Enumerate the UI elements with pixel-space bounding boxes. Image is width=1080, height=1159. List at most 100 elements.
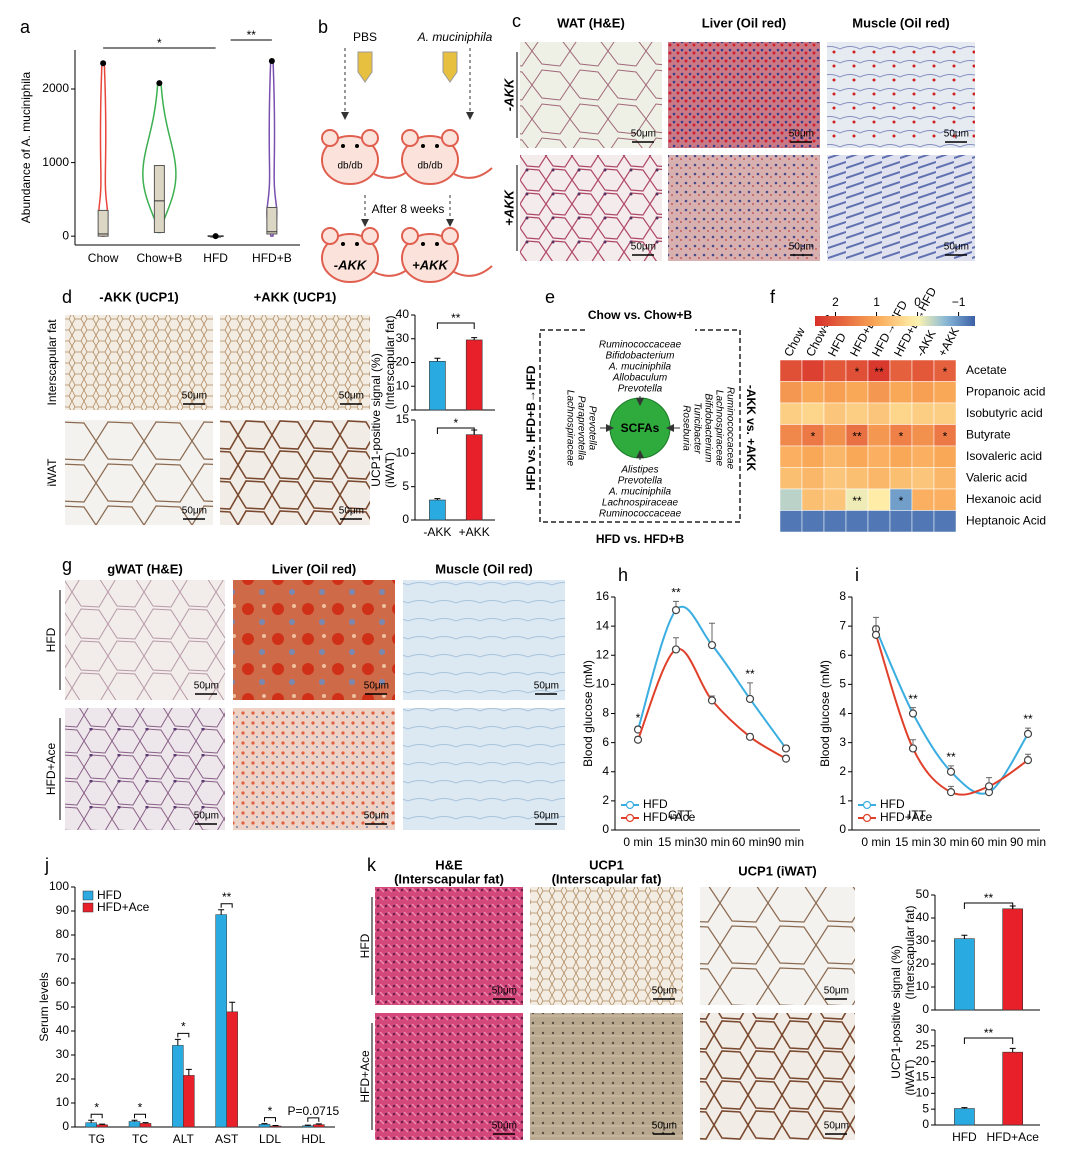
- y-tick-label: 90: [56, 903, 70, 917]
- y-tick-label: 20: [396, 355, 410, 369]
- y-tick-label: 2: [839, 764, 846, 778]
- micrograph: [233, 708, 395, 830]
- tube: [357, 51, 373, 83]
- row-label: Heptanoic Acid: [966, 513, 1046, 527]
- y-tick-label: 7: [839, 618, 846, 632]
- mouse-body: [321, 233, 379, 283]
- heatmap-cell: [911, 359, 935, 382]
- taxon: Ruminococcaceae: [599, 509, 682, 520]
- scale-bar-label: 50μm: [364, 681, 389, 692]
- y-tick-label: 50: [916, 887, 930, 901]
- x-tick-label: 90 min: [1010, 835, 1046, 849]
- comparison-label: HFD vs. HFD+B: [596, 532, 685, 546]
- point: [908, 709, 918, 718]
- legend-label: HFD+Ace: [643, 810, 696, 824]
- x-tick-label: 90 min: [768, 835, 804, 849]
- panel-label: g: [62, 555, 72, 575]
- y-tick-label: 80: [56, 927, 70, 941]
- heatmap-cell: [889, 510, 913, 533]
- bar: [954, 938, 975, 1011]
- mouse-eye: [341, 144, 345, 148]
- row-label: Isobutyric acid: [966, 406, 1043, 420]
- legend-label: HFD: [880, 797, 905, 811]
- y-axis-title: UCP1-positive signal (%): [889, 945, 903, 1078]
- y-tick-label: 15: [396, 412, 410, 426]
- group-label: A. muciniphila: [417, 30, 493, 44]
- x-tick-label: 60 min: [732, 835, 768, 849]
- error-bar: [315, 1123, 322, 1125]
- y-tick-label: 1000: [42, 155, 69, 169]
- micrograph: [668, 42, 820, 148]
- significance-bracket: [220, 903, 233, 908]
- max-point: [100, 60, 107, 67]
- significance: *: [855, 365, 860, 379]
- error-bar: [471, 337, 478, 340]
- micrograph: [520, 42, 662, 148]
- heatmap-cell: [911, 381, 935, 404]
- mouse-label: db/db: [417, 161, 442, 172]
- y-axis-title: Blood glucose (mM): [581, 660, 595, 767]
- violin: [266, 60, 278, 237]
- panel-label: h: [618, 565, 628, 585]
- bar: [226, 1011, 238, 1128]
- y-tick-label: 0: [402, 512, 409, 526]
- column-header: (Interscapular fat): [552, 871, 662, 886]
- panel-label: b: [318, 17, 328, 37]
- taxon: Lachnospiraceae: [602, 498, 679, 509]
- micrograph: [403, 708, 565, 830]
- micrograph: [403, 580, 565, 700]
- column-header: gWAT (H&E): [107, 561, 183, 576]
- panel-label: i: [855, 565, 859, 585]
- heatmap-cell: [867, 381, 891, 404]
- error-bar: [434, 498, 441, 500]
- micrograph: [233, 580, 395, 700]
- heatmap-cell: [823, 359, 847, 382]
- legend-swatch: [82, 902, 94, 913]
- y-tick-label: 6: [602, 735, 609, 749]
- x-tick-label: TG: [88, 1132, 105, 1146]
- x-tick-label: LDL: [259, 1132, 281, 1146]
- bar: [96, 1124, 108, 1128]
- significance-bracket: [307, 1117, 320, 1122]
- significance: *: [453, 416, 458, 430]
- point: [671, 606, 681, 615]
- series-line: [637, 606, 787, 750]
- mouse-eye: [355, 242, 359, 246]
- heatmap-cell: [867, 467, 891, 490]
- x-tick-label: TC: [132, 1132, 148, 1146]
- bar: [465, 339, 483, 411]
- colorbar: [815, 316, 975, 326]
- error-bar: [174, 1038, 181, 1046]
- heatmap-cell: [779, 402, 803, 425]
- micrograph: [375, 887, 523, 1005]
- significance: **: [247, 28, 257, 42]
- heatmap-cell: [867, 402, 891, 425]
- row-label: Propanoic acid: [966, 384, 1045, 398]
- y-tick-label: 12: [596, 647, 610, 661]
- y-tick-label: 60: [56, 975, 70, 989]
- tube: [442, 51, 458, 83]
- box: [97, 209, 109, 237]
- micrograph: [65, 315, 213, 410]
- column-header: (Interscapular fat): [394, 871, 504, 886]
- significance-bracket: [90, 1113, 103, 1119]
- y-tick-label: 20: [56, 1071, 70, 1085]
- mouse-eye: [355, 144, 359, 148]
- error-bar: [218, 909, 225, 915]
- heatmap-cell: [801, 488, 825, 511]
- heatmap-cell: [911, 424, 935, 447]
- heatmap-cell: [845, 467, 869, 490]
- colorbar-label: −1: [952, 295, 966, 309]
- significance: *: [181, 1020, 186, 1034]
- micrograph: [530, 887, 683, 1005]
- max-point: [156, 80, 163, 87]
- x-tick-label: 15 min: [895, 835, 931, 849]
- heatmap-cell: [779, 467, 803, 490]
- column-header: Muscle (Oil red): [852, 15, 950, 30]
- x-tick-label: Chow+B: [137, 251, 183, 265]
- bar: [215, 914, 227, 1128]
- micrograph: [827, 155, 975, 261]
- y-tick-label: 30: [396, 331, 410, 345]
- chart-annotation: ITT: [908, 808, 927, 822]
- mouse-body: [401, 135, 459, 185]
